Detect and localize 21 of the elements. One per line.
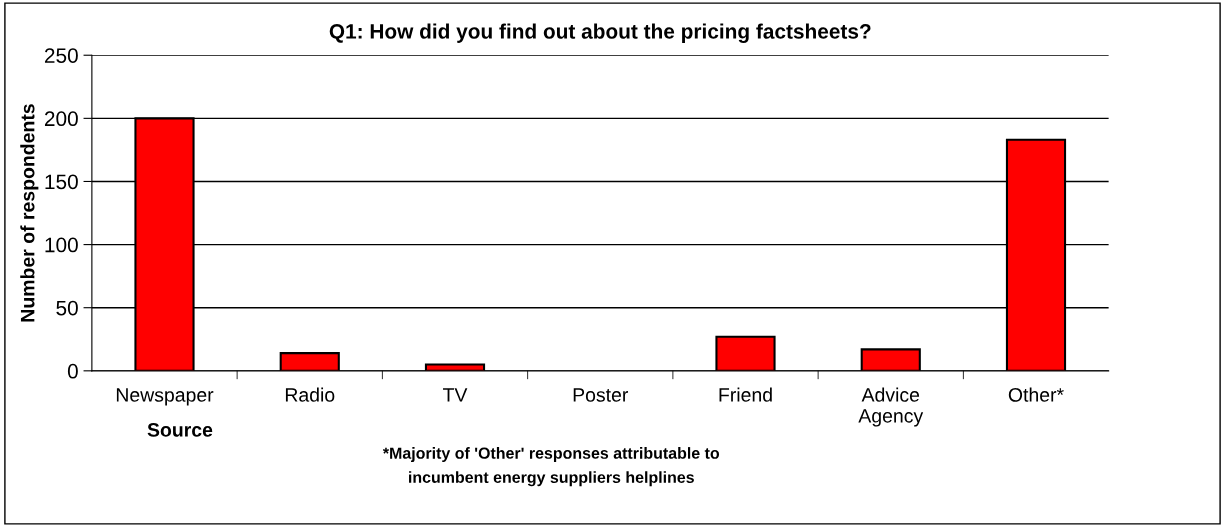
x-tick-label: Radio	[285, 387, 335, 402]
x-tick-label: Friend	[719, 387, 772, 402]
y-tick-label: 250	[44, 48, 78, 63]
x-tick-label: Advice Agency	[858, 387, 924, 427]
x-tick-label: Poster	[573, 388, 629, 402]
x-tick-label: TV	[443, 388, 468, 402]
bar	[860, 348, 921, 371]
bar	[424, 363, 486, 371]
bar	[279, 352, 340, 371]
y-tick-label: 0	[67, 363, 78, 379]
y-tick-label: 150	[45, 174, 78, 190]
x-axis-title: Source	[147, 423, 213, 437]
bar	[715, 335, 776, 371]
y-tick-label: 100	[45, 237, 78, 253]
y-tick-label: 200	[44, 111, 78, 127]
chart-title: Q1: How did you find out about the pricing factsheets?	[329, 23, 871, 43]
y-axis-title: Number of respondents	[20, 104, 39, 322]
x-tick-label: Other*	[1008, 387, 1064, 402]
y-tick-label: 50	[56, 300, 78, 316]
x-tick-label: Newspaper	[116, 388, 214, 406]
text: *Majority of 'Other' responses attributable to incumbent energy suppliers helplines	[382, 447, 720, 487]
